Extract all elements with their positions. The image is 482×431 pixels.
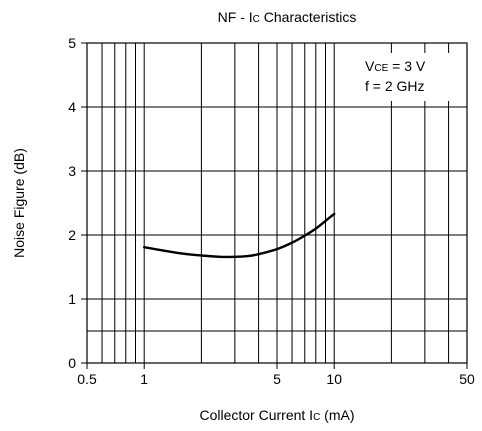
nf-curve <box>143 212 336 259</box>
annotation-vce-subscript: CE <box>374 63 388 74</box>
axis-ticks: 0 1 2 3 4 5 0.5 1 5 10 50 <box>68 35 475 387</box>
x-axis-label-subscript: C <box>313 412 320 423</box>
annotation-background <box>357 53 452 101</box>
x-axis-label: Collector Current IC (mA) <box>199 407 354 423</box>
chart-title-rest: Characteristics <box>260 9 356 25</box>
series-layer <box>143 212 336 259</box>
x-axis-label-main: Collector Current I <box>199 407 313 423</box>
x-tick-label: 5 <box>273 371 281 387</box>
annotation-vce-rest: = 3 V <box>388 58 426 74</box>
x-tick-label: 10 <box>326 371 342 387</box>
chart-title-subscript: C <box>253 14 260 25</box>
y-tick-label: 2 <box>68 227 76 243</box>
x-axis-label-rest: (mA) <box>320 407 354 423</box>
y-tick-label: 3 <box>68 163 76 179</box>
y-tick-label: 4 <box>68 99 76 115</box>
plot-frame <box>86 42 468 364</box>
y-tick-label: 1 <box>68 291 76 307</box>
test-condition-annotation: VCE = 3 V f = 2 GHz <box>357 53 452 101</box>
annotation-line-2: f = 2 GHz <box>365 78 425 94</box>
y-tick-label: 5 <box>68 35 76 51</box>
y-tick-label: 0 <box>68 355 76 371</box>
x-tick-label: 50 <box>459 371 475 387</box>
annotation-vce-main: V <box>365 58 375 74</box>
x-tick-label: 0.5 <box>77 371 97 387</box>
y-axis-label: Noise Figure (dB) <box>11 148 27 258</box>
x-tick-label: 1 <box>140 371 148 387</box>
grid-lines <box>86 42 468 364</box>
annotation-line-1: VCE = 3 V <box>365 58 426 74</box>
chart-title-main: NF - I <box>218 9 253 25</box>
chart-title: NF - IC Characteristics <box>218 9 357 25</box>
